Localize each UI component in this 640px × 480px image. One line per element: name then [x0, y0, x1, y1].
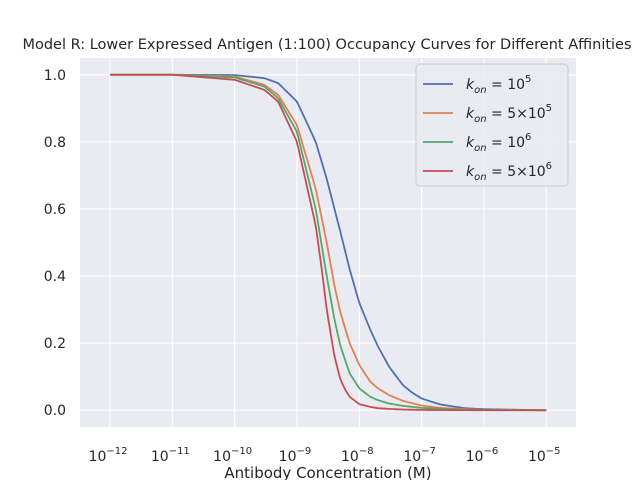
x-tick-base: 10 — [213, 449, 231, 465]
series-lines — [110, 73, 547, 412]
legend: kon = 105 kon = 5×105 kon = 106 kon = 5×106 — [415, 63, 569, 187]
x-axis-ticks: 10−12 10−11 10−10 10−9 10−8 10−7 10−6 10−5 — [89, 446, 561, 465]
y-tick-label: 0.6 — [44, 202, 66, 218]
y-tick-label: 0.0 — [44, 403, 66, 419]
x-tick-exponent: −12 — [106, 446, 127, 457]
x-tick-exponent: −9 — [297, 446, 312, 457]
x-tick-exponent: −8 — [359, 446, 374, 457]
x-tick-label: 10−12 — [89, 446, 128, 465]
x-tick-base: 10 — [341, 449, 359, 465]
x-tick-exponent: −11 — [169, 446, 190, 457]
x-tick-base: 10 — [403, 449, 421, 465]
x-tick-base: 10 — [466, 449, 484, 465]
y-tick-label: 0.4 — [44, 269, 66, 285]
y-axis-ticks: 0.0 0.2 0.4 0.6 0.8 1.0 — [44, 68, 66, 419]
legend-entry: kon = 5×106 — [466, 161, 552, 183]
x-tick-exponent: −6 — [483, 446, 498, 457]
x-tick-label: 10−10 — [213, 446, 252, 465]
x-tick-label: 10−11 — [151, 446, 190, 465]
x-tick-label: 10−8 — [341, 446, 374, 465]
x-tick-label: 10−7 — [403, 446, 436, 465]
legend-entry: kon = 106 — [466, 132, 531, 154]
x-tick-label: 10−9 — [279, 446, 312, 465]
y-tick-label: 0.8 — [44, 135, 66, 151]
x-tick-exponent: −7 — [421, 446, 436, 457]
x-tick-base: 10 — [151, 449, 169, 465]
series-line-4 — [110, 73, 547, 412]
x-tick-label: 10−6 — [466, 446, 499, 465]
y-tick-label: 1.0 — [44, 68, 66, 84]
chart-title: Model R: Lower Expressed Antigen (1:100)… — [22, 37, 631, 53]
y-tick-label: 0.2 — [44, 336, 66, 352]
x-tick-label: 10−5 — [528, 446, 561, 465]
legend-box — [415, 63, 569, 187]
x-tick-exponent: −10 — [231, 446, 252, 457]
x-tick-exponent: −5 — [546, 446, 561, 457]
x-tick-base: 10 — [528, 449, 546, 465]
x-axis-label: Antibody Concentration (M) — [224, 464, 431, 480]
x-tick-base: 10 — [279, 449, 297, 465]
x-tick-base: 10 — [89, 449, 107, 465]
legend-entry: kon = 5×105 — [466, 103, 552, 125]
legend-entry: kon = 105 — [466, 74, 531, 96]
